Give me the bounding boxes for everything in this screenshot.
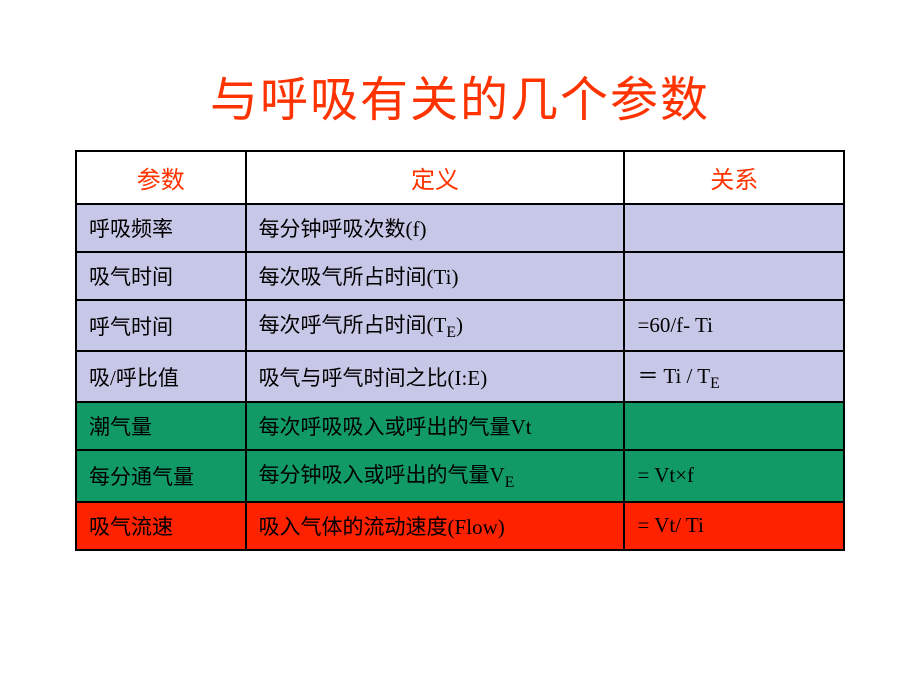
table-row: 吸气流速吸入气体的流动速度(Flow)= Vt/ Ti: [76, 502, 844, 550]
cell-param: 吸气流速: [76, 502, 246, 550]
cell-def: 每次吸气所占时间(Ti): [246, 252, 625, 300]
cell-def: 每次呼吸吸入或呼出的气量Vt: [246, 402, 625, 450]
cell-param: 呼气时间: [76, 300, 246, 351]
cell-rel: = Vt/ Ti: [624, 502, 844, 550]
cell-def: 吸气与呼气时间之比(I:E): [246, 351, 625, 402]
cell-param: 吸气时间: [76, 252, 246, 300]
header-rel: 关系: [624, 151, 844, 204]
cell-rel: =60/f- Ti: [624, 300, 844, 351]
header-param: 参数: [76, 151, 246, 204]
parameters-table: 参数 定义 关系 呼吸频率每分钟呼吸次数(f)吸气时间每次吸气所占时间(Ti)呼…: [75, 150, 845, 551]
table-body: 呼吸频率每分钟呼吸次数(f)吸气时间每次吸气所占时间(Ti)呼气时间每次呼气所占…: [76, 204, 844, 550]
table-row: 吸/呼比值吸气与呼气时间之比(I:E)＝ Ti / TE: [76, 351, 844, 402]
cell-def: 每分钟吸入或呼出的气量VE: [246, 450, 625, 501]
cell-param: 呼吸频率: [76, 204, 246, 252]
cell-rel: [624, 252, 844, 300]
cell-rel: [624, 204, 844, 252]
table-row: 呼气时间每次呼气所占时间(TE)=60/f- Ti: [76, 300, 844, 351]
cell-param: 每分通气量: [76, 450, 246, 501]
table-row: 呼吸频率每分钟呼吸次数(f): [76, 204, 844, 252]
cell-rel: = Vt×f: [624, 450, 844, 501]
cell-param: 吸/呼比值: [76, 351, 246, 402]
page-title: 与呼吸有关的几个参数: [210, 60, 710, 130]
cell-def: 每次呼气所占时间(TE): [246, 300, 625, 351]
table-row: 潮气量每次呼吸吸入或呼出的气量Vt: [76, 402, 844, 450]
cell-def: 每分钟呼吸次数(f): [246, 204, 625, 252]
table-row: 吸气时间每次吸气所占时间(Ti): [76, 252, 844, 300]
table-row: 每分通气量每分钟吸入或呼出的气量VE= Vt×f: [76, 450, 844, 501]
cell-rel: ＝ Ti / TE: [624, 351, 844, 402]
cell-def: 吸入气体的流动速度(Flow): [246, 502, 625, 550]
cell-param: 潮气量: [76, 402, 246, 450]
header-def: 定义: [246, 151, 625, 204]
cell-rel: [624, 402, 844, 450]
table-header-row: 参数 定义 关系: [76, 151, 844, 204]
